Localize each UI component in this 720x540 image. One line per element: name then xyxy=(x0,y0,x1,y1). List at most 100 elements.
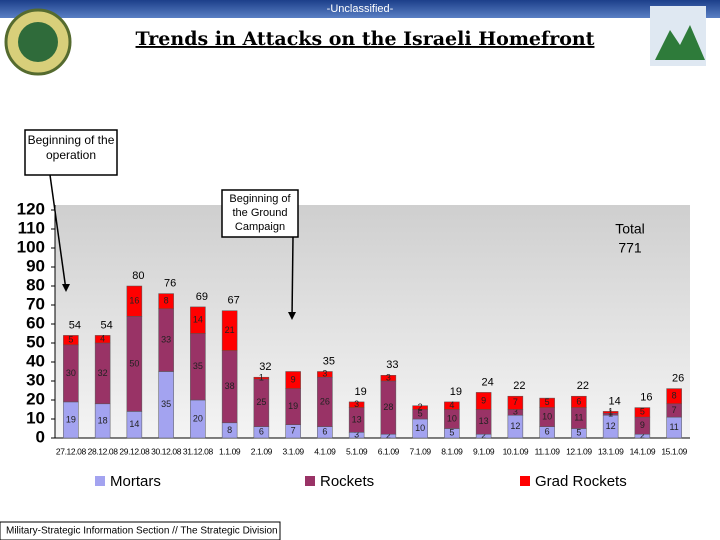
total-label: 35 xyxy=(323,355,335,367)
total-label: 76 xyxy=(164,278,176,290)
left-emblem xyxy=(4,8,72,76)
x-tick-label: 30.12.08 xyxy=(151,446,182,456)
annotation-ground: Beginning of the Ground Campaign xyxy=(221,189,299,320)
segment-label: 26 xyxy=(320,396,330,406)
segment-label: 28 xyxy=(383,402,393,412)
x-tick-label: 6.1.09 xyxy=(378,446,400,456)
segment-label: 21 xyxy=(225,325,235,335)
legend-label: Grad Rockets xyxy=(535,473,627,490)
segment-label: 20 xyxy=(193,413,203,423)
segment-label: 4 xyxy=(449,400,454,410)
segment-label: 19 xyxy=(66,414,76,424)
segment-label: 5 xyxy=(640,407,645,417)
x-tick-label: 11.1.09 xyxy=(535,446,561,456)
bar-segment xyxy=(475,392,492,410)
bar-segment xyxy=(285,371,301,389)
segment-label: 30 xyxy=(66,368,76,378)
total-label: 67 xyxy=(228,295,240,307)
segment-label: 5 xyxy=(449,428,454,438)
segment-label: 18 xyxy=(98,415,108,425)
segment-label: 12 xyxy=(606,421,616,431)
segment-label: 6 xyxy=(576,396,581,406)
x-tick-label: 10.1.09 xyxy=(503,446,529,456)
segment-label: 7 xyxy=(513,397,518,407)
bar-segment xyxy=(348,401,365,408)
x-tick-label: 3.1.09 xyxy=(283,446,305,456)
segment-label: 33 xyxy=(161,335,171,345)
bar-segment xyxy=(602,411,619,414)
segment-label: 9 xyxy=(291,374,296,384)
segment-label: 5 xyxy=(418,409,423,419)
x-tick-label: 1.1.09 xyxy=(219,446,241,456)
right-emblem xyxy=(650,6,706,66)
bar-segment xyxy=(571,395,587,408)
segment-label: 7 xyxy=(672,405,677,415)
bar-segment xyxy=(412,405,428,410)
segment-label: 4 xyxy=(100,334,105,344)
segment-label: 12 xyxy=(510,421,520,431)
x-tick-label: 14.1.09 xyxy=(630,446,656,456)
bar-segment xyxy=(63,335,79,346)
segment-label: 13 xyxy=(479,416,489,426)
segment-label: 1 xyxy=(608,407,613,417)
segment-label: 16 xyxy=(129,296,139,306)
segment-label: 2 xyxy=(418,402,423,412)
segment-label: 3 xyxy=(354,430,359,440)
total-label: 19 xyxy=(450,386,462,398)
segment-label: 6 xyxy=(259,427,264,437)
x-tick-label: 27.12.08 xyxy=(56,446,87,456)
total-value: 771 xyxy=(618,240,642,256)
segment-label: 10 xyxy=(542,411,552,421)
segment-label: 8 xyxy=(672,391,677,401)
segment-label: 7 xyxy=(291,426,296,436)
footer: Military-Strategic Information Section /… xyxy=(6,526,278,537)
bar-segment xyxy=(221,310,238,351)
segment-label: 10 xyxy=(415,423,425,433)
y-tick-label: 110 xyxy=(18,218,45,237)
total-label: 69 xyxy=(196,291,208,303)
segment-label: 11 xyxy=(669,422,678,432)
classification: -Unclassified- xyxy=(327,3,394,15)
total-label: 19 xyxy=(355,386,367,398)
segment-label: 25 xyxy=(256,397,266,407)
bar-segment xyxy=(158,293,174,310)
segment-label: 3 xyxy=(354,399,359,409)
chart-title: Trends in Attacks on the Israeli Homefro… xyxy=(136,28,595,50)
x-tick-label: 5.1.09 xyxy=(346,446,368,456)
bar-segment xyxy=(190,306,206,334)
segment-label: 6 xyxy=(322,427,327,437)
legend-swatch xyxy=(305,476,315,486)
y-tick-label: 100 xyxy=(17,237,45,256)
segment-label: 1 xyxy=(608,409,613,419)
y-tick-label: 50 xyxy=(26,332,45,351)
bar-segment xyxy=(253,376,270,380)
segment-label: 5 xyxy=(545,397,550,407)
total-label: 54 xyxy=(69,319,81,331)
total-label: 22 xyxy=(513,380,525,392)
y-tick-label: 0 xyxy=(36,427,45,446)
segment-label: 13 xyxy=(352,414,362,424)
bar-segment xyxy=(666,388,682,405)
segment-label: 14 xyxy=(129,419,139,429)
bar-segment xyxy=(444,401,460,410)
total-label: 32 xyxy=(259,361,271,373)
x-tick-label: 12.1.09 xyxy=(566,446,592,456)
bar-segment xyxy=(539,397,555,408)
segment-label: 9 xyxy=(481,395,486,405)
y-tick-label: 20 xyxy=(26,389,45,408)
segment-label: 2 xyxy=(386,430,391,440)
segment-label: 3 xyxy=(386,373,391,383)
x-tick-label: 29.12.08 xyxy=(119,446,150,456)
bar-segment xyxy=(380,375,397,382)
segment-label: 9 xyxy=(640,420,645,430)
x-tick-label: 31.12.08 xyxy=(183,446,214,456)
x-tick-label: 15.1.09 xyxy=(661,446,687,456)
segment-label: 6 xyxy=(545,427,550,437)
segment-label: 11 xyxy=(574,412,583,422)
footer-box xyxy=(0,521,281,540)
segment-label: 35 xyxy=(193,361,203,371)
segment-label: 32 xyxy=(98,368,108,378)
segment-label: 3 xyxy=(322,369,327,379)
plot-area xyxy=(55,205,690,438)
